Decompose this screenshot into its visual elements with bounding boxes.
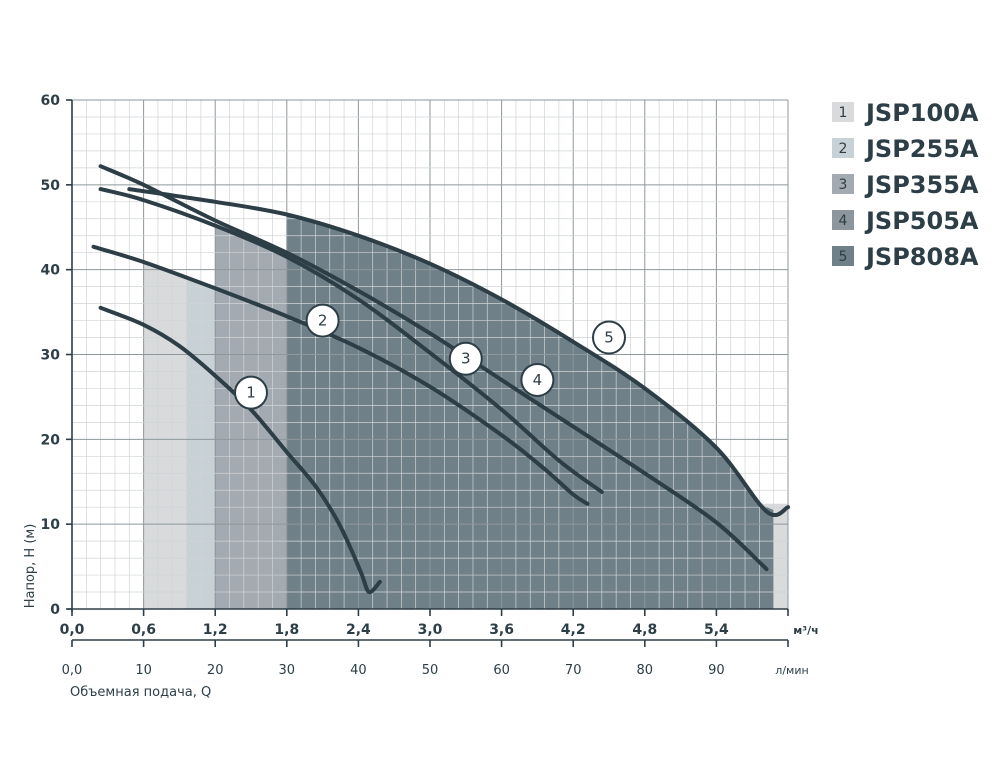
curve-marker-4: 4 bbox=[520, 362, 555, 397]
legend: 1 JSP100A 2 JSP255A 3 JSP355A 4 JSP505A 5 JSP808A bbox=[832, 99, 979, 271]
x2-tick-label: 40 bbox=[350, 663, 367, 678]
x2-tick-label: 10 bbox=[135, 663, 152, 678]
legend-swatch bbox=[832, 102, 854, 122]
y-tick-label: 60 bbox=[41, 93, 61, 109]
curve-marker-3: 3 bbox=[448, 341, 483, 376]
x2-tick-label: 0,0 bbox=[62, 663, 83, 678]
marker-circle bbox=[592, 320, 626, 355]
marker-label: 1 bbox=[246, 384, 256, 402]
legend-swatch bbox=[832, 138, 854, 158]
x2-tick-label: 20 bbox=[207, 663, 224, 678]
legend-number: 5 bbox=[839, 249, 848, 265]
curve-jsp355a bbox=[98, 187, 604, 494]
y-axis-title: Напор, Н (м) bbox=[23, 524, 38, 609]
legend-number: 1 bbox=[839, 105, 848, 121]
x2-tick-label: 50 bbox=[422, 663, 439, 678]
x-tick-label: 4,2 bbox=[561, 622, 586, 638]
x2-tick-label: 30 bbox=[279, 663, 296, 678]
x-axis-title: Объемная подача, Q bbox=[70, 685, 211, 700]
curve-jsp100a bbox=[98, 305, 382, 595]
legend-item: 4 JSP505A bbox=[832, 207, 979, 235]
legend-number: 3 bbox=[839, 177, 848, 193]
legend-series-name: JSP808A bbox=[864, 243, 979, 271]
x-tick-label: 0,6 bbox=[131, 622, 156, 638]
legend-swatch bbox=[832, 210, 854, 230]
curve-jsp505a bbox=[98, 164, 769, 572]
curve-marker-2: 2 bbox=[305, 303, 340, 338]
x-tick-label: 3,0 bbox=[418, 622, 443, 638]
x-tick-label: 2,4 bbox=[346, 622, 371, 638]
y-tick-label: 40 bbox=[41, 263, 61, 279]
legend-series-name: JSP255A bbox=[864, 135, 979, 163]
y-tick-label: 0 bbox=[50, 602, 60, 618]
x2-unit-label: л/мин bbox=[775, 664, 808, 677]
x-tick-label: 4,8 bbox=[632, 622, 657, 638]
x2-tick-label: 90 bbox=[708, 663, 725, 678]
legend-item: 3 JSP355A bbox=[832, 171, 979, 199]
marker-label: 2 bbox=[318, 312, 328, 330]
curve-jsp808a bbox=[127, 187, 790, 518]
legend-number: 2 bbox=[839, 141, 848, 157]
x-tick-label: 1,2 bbox=[203, 622, 228, 638]
legend-item: 5 JSP808A bbox=[832, 243, 979, 271]
legend-series-name: JSP100A bbox=[864, 99, 979, 127]
curve-marker-5: 5 bbox=[592, 320, 626, 355]
x-tick-label: 5,4 bbox=[704, 622, 729, 638]
y-tick-label: 10 bbox=[41, 517, 61, 533]
marker-circle bbox=[234, 375, 268, 410]
legend-number: 4 bbox=[839, 213, 848, 229]
grid bbox=[71, 99, 789, 610]
x-unit-label: м³/ч bbox=[793, 624, 818, 637]
legend-series-name: JSP355A bbox=[864, 171, 979, 199]
legend-item: 1 JSP100A bbox=[832, 99, 979, 127]
x-tick-label: 0,0 bbox=[60, 622, 85, 638]
marker-label: 5 bbox=[604, 329, 614, 347]
legend-item: 2 JSP255A bbox=[832, 135, 979, 163]
y-tick-label: 30 bbox=[41, 348, 61, 364]
legend-swatch bbox=[832, 246, 854, 266]
marker-circle bbox=[448, 341, 483, 376]
marker-label: 3 bbox=[461, 350, 471, 368]
pump-curves bbox=[91, 164, 790, 595]
y-tick-label: 20 bbox=[41, 432, 61, 448]
axes: 0 10 20 30 40 50 60 0,0 0,6 1,2 1,8 2,4 3,0 3,6 4,2 4,8… bbox=[23, 93, 819, 700]
y-tick-label: 50 bbox=[41, 178, 61, 194]
marker-label: 4 bbox=[533, 371, 543, 389]
x-tick-label: 1,8 bbox=[274, 622, 299, 638]
x2-tick-label: 80 bbox=[637, 663, 654, 678]
marker-circle bbox=[305, 303, 340, 338]
curve-jsp255a bbox=[91, 244, 590, 506]
x-tick-label: 3,6 bbox=[489, 622, 514, 638]
curve-marker-1: 1 bbox=[234, 375, 268, 410]
x2-tick-label: 60 bbox=[493, 663, 510, 678]
x2-tick-label: 70 bbox=[565, 663, 582, 678]
marker-circle bbox=[520, 362, 555, 397]
legend-swatch bbox=[832, 174, 854, 194]
curve-markers: 1 2 3 4 5 bbox=[234, 303, 626, 410]
legend-series-name: JSP505A bbox=[864, 207, 979, 235]
